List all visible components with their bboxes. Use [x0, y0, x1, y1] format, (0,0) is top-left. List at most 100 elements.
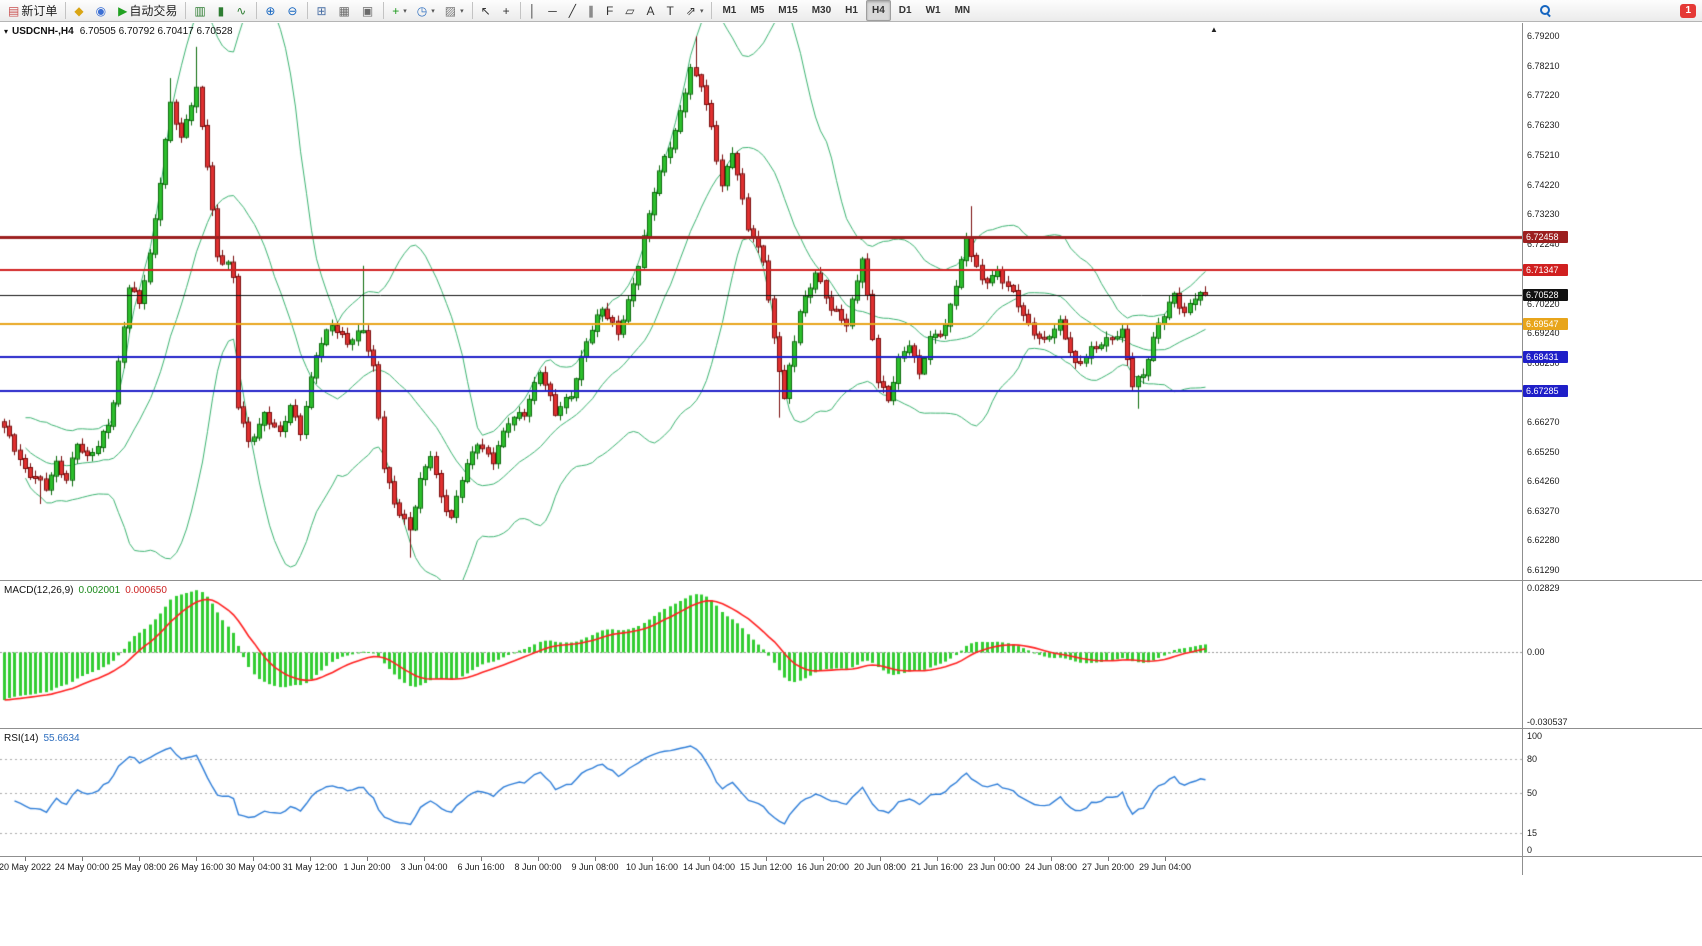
rsi-panel-canvas[interactable]: [0, 730, 1522, 856]
autotrading-button[interactable]: ▶ 自动交易: [114, 0, 181, 21]
price-tick-label: 6.78210: [1527, 60, 1560, 71]
time-axis-label: 23 Jun 00:00: [967, 862, 1021, 872]
time-axis-label: 15 Jun 12:00: [739, 862, 793, 872]
new-order-button[interactable]: ▤ 新订单: [4, 0, 61, 21]
time-axis-label: 20 May 2022: [0, 862, 52, 872]
toolbar-separator: [256, 2, 258, 19]
tile-windows-icon-glyph: ⊞: [316, 3, 327, 18]
tf-w1[interactable]: W1: [920, 0, 947, 21]
time-tick: [310, 857, 311, 861]
time-axis-label: 31 May 12:00: [282, 862, 338, 872]
zoom-out-icon[interactable]: ⊖: [283, 0, 303, 21]
tf-h4[interactable]: H4: [865, 0, 891, 21]
time-tick: [766, 857, 767, 861]
tf-d1[interactable]: D1: [893, 0, 918, 21]
tf-mn[interactable]: MN: [949, 0, 977, 21]
price-tick-label: 6.63270: [1527, 505, 1560, 516]
tile-windows-icon[interactable]: ⊞: [312, 0, 332, 21]
chart-title: ▾ USDCNH-,H4 6.70505 6.70792 6.70417 6.705…: [4, 26, 233, 37]
time-tick: [1108, 857, 1109, 861]
template-icon[interactable]: ▨ ▾: [441, 0, 468, 21]
price-tick-label: 6.72240: [1527, 238, 1560, 249]
tf-m30[interactable]: M30: [806, 0, 837, 21]
time-axis-label: 10 Jun 16:00: [625, 862, 679, 872]
price-line-badge: 6.68431: [1523, 351, 1568, 364]
macd-panel-canvas[interactable]: [0, 582, 1522, 728]
text-label-icon[interactable]: T: [663, 0, 680, 21]
line-chart-icon[interactable]: ∿: [232, 0, 252, 21]
shapes-icon-glyph: ▱: [625, 3, 635, 18]
time-tick: [937, 857, 938, 861]
time-axis-label: 8 Jun 00:00: [514, 862, 562, 872]
tf-m1[interactable]: M1: [716, 0, 742, 21]
price-line-badge: 6.71347: [1523, 264, 1568, 277]
toolbar-separator: [471, 2, 473, 19]
time-axis-label: 16 Jun 20:00: [796, 862, 850, 872]
tf-h1[interactable]: H1: [839, 0, 864, 21]
price-tick-label: 6.69240: [1527, 328, 1560, 339]
tf-m5[interactable]: M5: [744, 0, 770, 21]
fibonacci-icon-glyph: F: [605, 3, 614, 18]
ohlc-values: 6.70505 6.70792 6.70417 6.70528: [79, 26, 233, 37]
shapes-icon[interactable]: ▱: [621, 0, 640, 21]
time-tick: [367, 857, 368, 861]
horizontal-line-icon-glyph: ─: [548, 3, 557, 18]
panel-separator[interactable]: [0, 728, 1702, 729]
tf-h1-label: H1: [845, 5, 858, 16]
price-line-badge: 6.69547: [1523, 317, 1568, 330]
bar-chart-icon[interactable]: ▥: [190, 0, 211, 21]
price-tick-label: 6.66270: [1527, 416, 1560, 427]
symbol-timeframe: USDCNH-,H4: [12, 26, 74, 37]
price-tick-label: 6.70220: [1527, 298, 1560, 309]
toolbar: ▤ 新订单 ◆ ◉ ▶ 自动交易 ▥ ▮ ∿ ⊕ ⊖ ⊞ ▦ ▣ + ▾ ◷ ▾ ▨ ▾ ↖ + │ ─ ╱ ∥ F ▱ A T ⇗ ▾ M1 M…: [0, 0, 1702, 22]
zoom-in-icon[interactable]: ⊕: [261, 0, 281, 21]
search-icon[interactable]: [1539, 4, 1552, 17]
candlestick-chart-icon[interactable]: ▮: [214, 0, 231, 21]
symbol-dropdown-icon[interactable]: ▾: [4, 27, 9, 36]
text-icon[interactable]: A: [643, 0, 661, 21]
panel-separator: [0, 856, 1702, 857]
crosshair-icon[interactable]: +: [499, 0, 516, 21]
tf-m30-label: M30: [811, 5, 832, 16]
main-chart-canvas[interactable]: [0, 23, 1522, 580]
chart-shift-marker[interactable]: ▲: [1210, 25, 1218, 34]
macd-axis-label: 0.00: [1527, 647, 1545, 658]
one-click-trading-icon[interactable]: ◆: [70, 0, 89, 21]
horizontal-line-icon[interactable]: ─: [544, 0, 563, 21]
trendline-icon[interactable]: ╱: [565, 0, 582, 21]
text-icon-glyph: A: [646, 3, 655, 18]
panel-separator[interactable]: [0, 580, 1702, 581]
tf-m15[interactable]: M15: [772, 0, 803, 21]
time-tick: [538, 857, 539, 861]
equidistant-channel-icon[interactable]: ∥: [584, 0, 600, 21]
macd-main-value: 0.002001: [78, 585, 121, 596]
line-chart-icon-glyph: ∿: [236, 3, 247, 18]
time-tick: [25, 857, 26, 861]
market-depth-icon[interactable]: ◉: [92, 0, 112, 21]
notification-badge[interactable]: 1: [1680, 3, 1696, 18]
time-tick: [253, 857, 254, 861]
time-tick: [196, 857, 197, 861]
price-tick-label: 6.61290: [1527, 564, 1560, 575]
timeframe-selector-icon[interactable]: ◷ ▾: [413, 0, 439, 21]
rsi-axis-label: 80: [1527, 753, 1538, 764]
arrange-charts-icon[interactable]: ▦: [335, 0, 356, 21]
time-tick: [1165, 857, 1166, 861]
one-click-trading-icon-glyph: ◆: [74, 3, 84, 18]
new-chart-button[interactable]: + ▾: [388, 0, 411, 21]
time-axis-label: 29 Jun 04:00: [1138, 862, 1192, 872]
time-axis-label: 20 Jun 08:00: [853, 862, 907, 872]
auto-arrange-icon[interactable]: ▣: [358, 0, 379, 21]
price-tick-label: 6.76230: [1527, 119, 1560, 130]
vertical-line-icon[interactable]: │: [525, 0, 543, 21]
chart-window[interactable]: ▾ USDCNH-,H4 6.70505 6.70792 6.70417 6.705…: [0, 23, 1702, 946]
time-axis-label: 26 May 16:00: [168, 862, 224, 872]
crosshair-icon-glyph: +: [502, 3, 510, 18]
cursor-icon[interactable]: ↖: [477, 0, 497, 21]
price-tick-label: 6.62280: [1527, 535, 1560, 546]
time-tick: [880, 857, 881, 861]
arrows-icon-caret: ▾: [699, 7, 704, 15]
fibonacci-icon[interactable]: F: [602, 0, 619, 21]
arrows-icon[interactable]: ⇗ ▾: [682, 0, 708, 21]
text-label-icon-glyph: T: [666, 3, 674, 18]
